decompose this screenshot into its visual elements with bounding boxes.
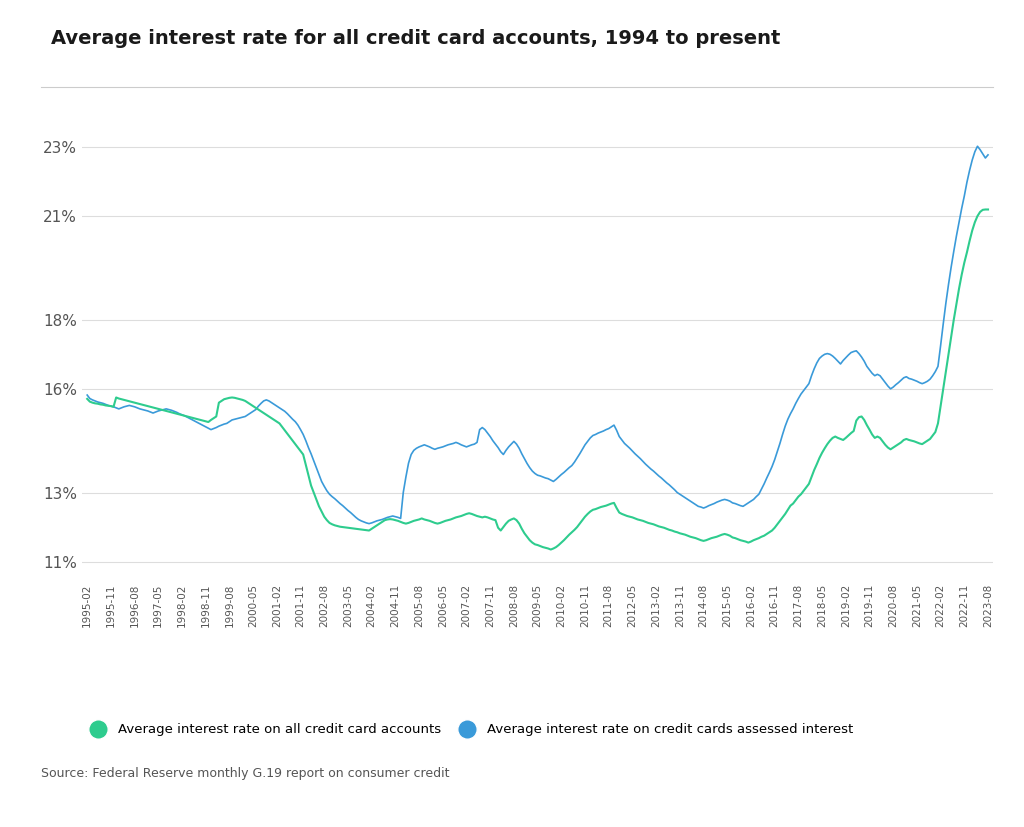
- Text: Source: Federal Reserve monthly G.19 report on consumer credit: Source: Federal Reserve monthly G.19 rep…: [41, 767, 450, 781]
- Legend: Average interest rate on all credit card accounts, Average interest rate on cred: Average interest rate on all credit card…: [80, 718, 858, 742]
- Text: Average interest rate for all credit card accounts, 1994 to present: Average interest rate for all credit car…: [51, 29, 780, 48]
